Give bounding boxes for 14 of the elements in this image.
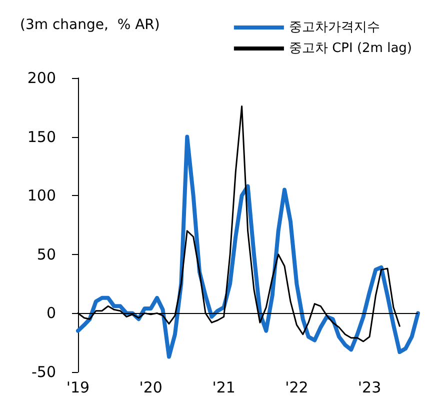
legend-label: 중고차 CPI (2m lag) — [288, 41, 412, 56]
x-tick-label: '22 — [285, 378, 308, 396]
x-tick-label: '23 — [358, 378, 382, 396]
legend-label: 중고차가격지수 — [288, 20, 380, 35]
y-tick-label: 0 — [46, 304, 56, 322]
y-tick-label: 100 — [27, 186, 56, 205]
y-tick-label: 200 — [27, 69, 56, 87]
y-tick-label: 150 — [27, 128, 56, 146]
y-axis-title: (3m change, % AR) — [20, 17, 160, 33]
x-tick-label: '19 — [66, 378, 90, 396]
x-tick-label: '20 — [139, 378, 162, 396]
y-tick-label: -50 — [32, 363, 56, 381]
y-tick-label: 50 — [36, 245, 56, 264]
x-tick-label: '21 — [212, 378, 236, 396]
